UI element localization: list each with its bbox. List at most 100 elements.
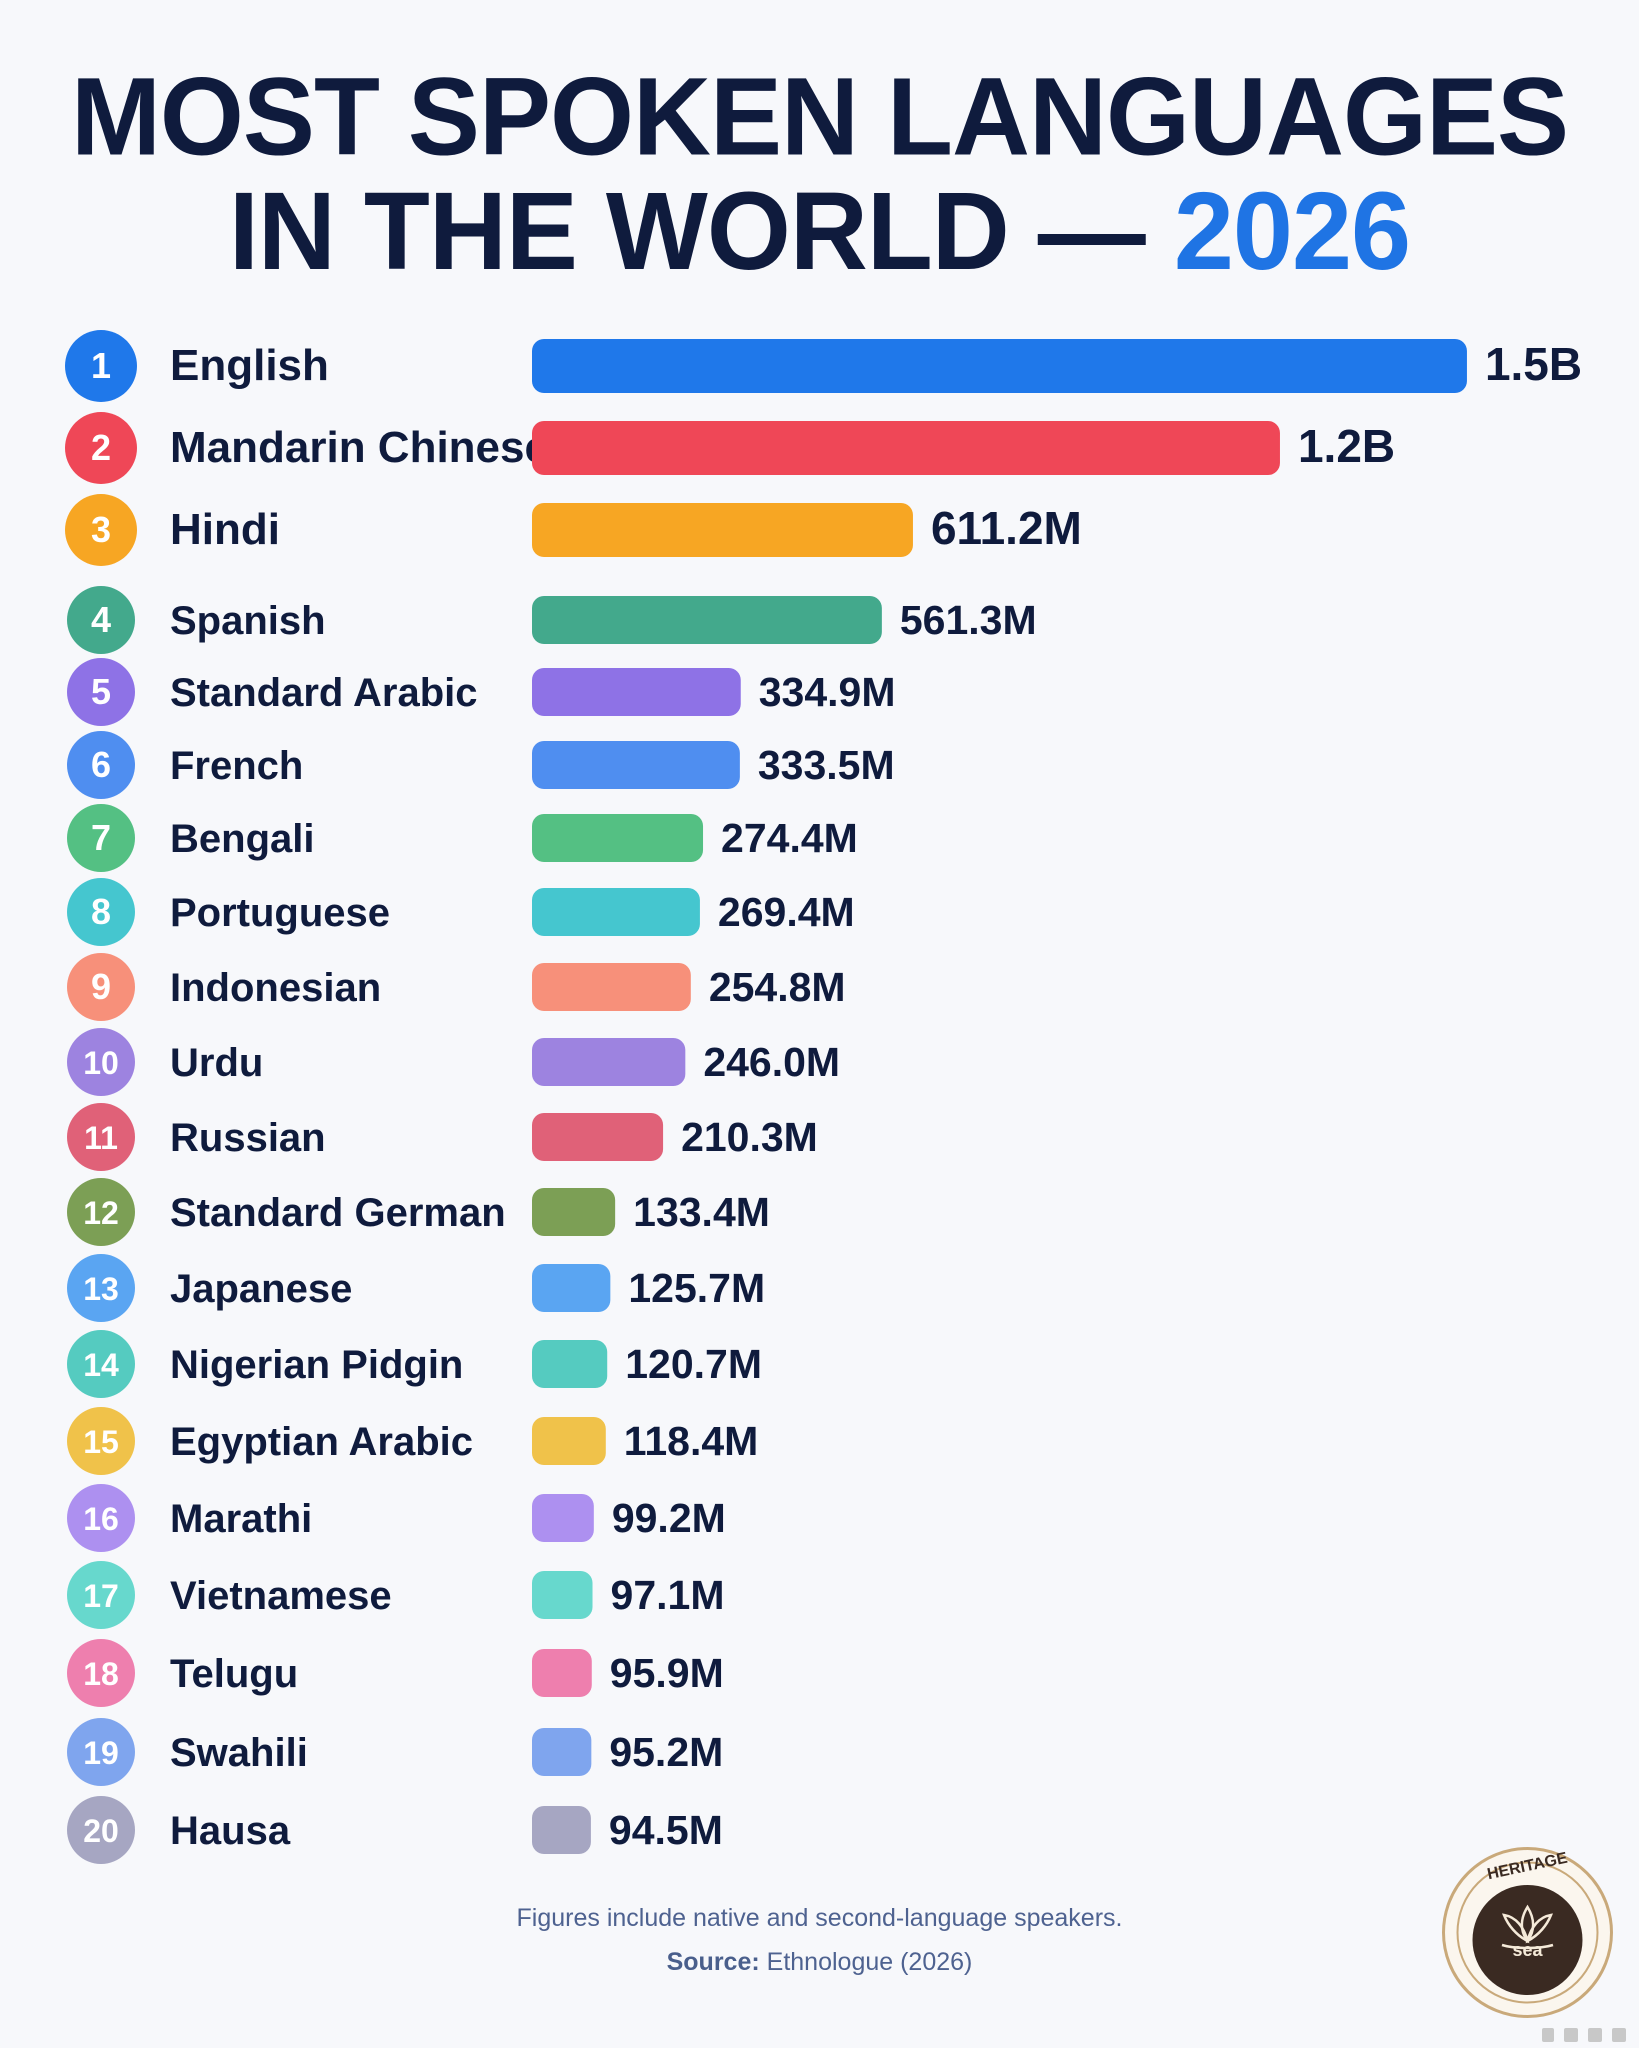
value-label: 120.7M	[625, 1341, 762, 1387]
value-label: 97.1M	[611, 1572, 725, 1618]
value-label: 210.3M	[681, 1114, 818, 1160]
rank-badge	[67, 1718, 135, 1786]
value-label: 1.2B	[1298, 420, 1395, 472]
value-label: 561.3M	[900, 597, 1037, 643]
bar	[532, 1417, 606, 1465]
rank-badge	[67, 953, 135, 1021]
rank-badge	[67, 1796, 135, 1864]
rank-number: 9	[91, 966, 111, 1007]
rank-number: 20	[83, 1813, 119, 1849]
rank-badge	[67, 731, 135, 799]
language-label: Urdu	[170, 1041, 263, 1085]
rank-badge	[65, 412, 137, 484]
rank-badge	[67, 586, 135, 654]
rank-number: 3	[91, 509, 111, 550]
rank-badge	[67, 658, 135, 726]
rank-badge	[67, 1561, 135, 1629]
rank-number: 16	[83, 1501, 119, 1537]
rank-number: 8	[91, 891, 111, 932]
bar	[532, 1188, 616, 1236]
bar	[532, 888, 700, 936]
rank-badge	[67, 1028, 135, 1096]
language-label: Indonesian	[170, 966, 381, 1010]
logo-bottom-text: sea	[1512, 1940, 1543, 1960]
chart-title: MOST SPOKEN LANGUAGES IN THE WORLD — 202…	[0, 54, 1639, 288]
rank-badge	[67, 1639, 135, 1707]
language-label: Standard Arabic	[170, 671, 477, 715]
title-line-1: MOST SPOKEN LANGUAGES	[70, 54, 1569, 179]
bar	[532, 1340, 608, 1388]
bar	[532, 668, 741, 716]
bar	[532, 1806, 591, 1854]
bar	[532, 1494, 594, 1542]
rank-number: 11	[84, 1120, 118, 1156]
rank-number: 6	[91, 744, 111, 785]
value-label: 333.5M	[758, 742, 895, 788]
bar	[532, 339, 1467, 393]
value-label: 254.8M	[709, 964, 846, 1010]
language-label: Nigerian Pidgin	[170, 1343, 463, 1387]
rank-badge	[67, 1484, 135, 1552]
rank-number: 19	[83, 1735, 119, 1771]
bar	[532, 596, 882, 644]
value-label: 125.7M	[628, 1265, 765, 1311]
bar	[532, 1113, 664, 1161]
rank-badge	[67, 1254, 135, 1322]
language-label: French	[170, 744, 303, 788]
footer-note: Figures include native and second-langua…	[516, 1904, 1123, 1932]
language-label: Hausa	[170, 1809, 291, 1853]
bar	[532, 963, 691, 1011]
watermark-icon	[1542, 2028, 1626, 2042]
value-label: 118.4M	[624, 1418, 759, 1464]
language-label: Egyptian Arabic	[170, 1420, 473, 1464]
bar	[532, 1571, 593, 1619]
language-label: Portuguese	[170, 891, 390, 935]
rank-badge	[67, 878, 135, 946]
rank-number: 1	[91, 345, 111, 386]
bar	[532, 1038, 686, 1086]
value-label: 95.2M	[609, 1729, 723, 1775]
bar-chart: 1 English 1.5B 2 Mandarin Chinese 1.2B 3 Hindi 6…	[65, 330, 1582, 1864]
value-label: 611.2M	[931, 502, 1082, 554]
value-label: 274.4M	[721, 815, 858, 861]
value-label: 246.0M	[703, 1039, 840, 1085]
value-label: 133.4M	[633, 1189, 770, 1235]
language-label: Vietnamese	[170, 1574, 392, 1618]
rank-number: 2	[91, 427, 111, 468]
value-label: 1.5B	[1485, 338, 1582, 390]
rank-number: 5	[91, 671, 111, 712]
language-label: English	[170, 341, 329, 390]
bar	[532, 1649, 592, 1697]
rank-number: 18	[83, 1656, 119, 1692]
rank-badge	[67, 1407, 135, 1475]
value-label: 99.2M	[612, 1495, 726, 1541]
language-label: Japanese	[170, 1267, 352, 1311]
title-line-2: IN THE WORLD — 2026	[0, 173, 1639, 288]
rank-number: 10	[83, 1045, 119, 1081]
bar	[532, 1264, 611, 1312]
rank-badge	[65, 330, 137, 402]
rank-badge	[65, 494, 137, 566]
rank-number: 4	[91, 599, 111, 640]
language-label: Russian	[170, 1116, 326, 1160]
bar	[532, 814, 704, 862]
value-label: 334.9M	[759, 669, 896, 715]
language-label: Standard German	[170, 1191, 506, 1235]
rank-number: 15	[83, 1424, 119, 1460]
value-label: 94.5M	[609, 1807, 723, 1853]
rank-number: 17	[83, 1578, 119, 1614]
language-label: Mandarin Chinese	[170, 423, 549, 472]
value-label: 95.9M	[610, 1650, 724, 1696]
rank-number: 14	[83, 1347, 119, 1383]
language-label: Hindi	[170, 505, 280, 554]
language-label: Marathi	[170, 1497, 312, 1541]
title-year: 2026	[1173, 168, 1411, 293]
rank-number: 7	[91, 817, 111, 858]
heritage-sea-logo	[1442, 1847, 1613, 2018]
language-label: Spanish	[170, 599, 326, 643]
title-line-2-prefix: IN THE WORLD —	[228, 168, 1174, 293]
source-label: Source:	[666, 1948, 760, 1976]
value-label: 269.4M	[718, 889, 855, 935]
rank-badge	[67, 804, 135, 872]
language-label: Swahili	[170, 1731, 308, 1775]
